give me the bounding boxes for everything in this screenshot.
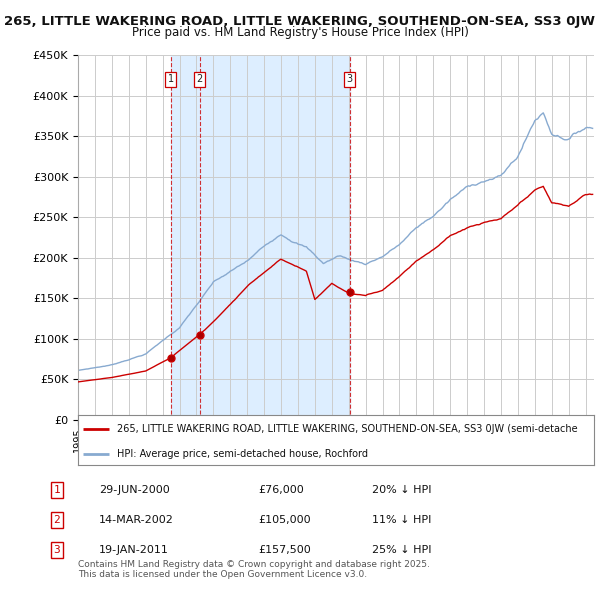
Text: Price paid vs. HM Land Registry's House Price Index (HPI): Price paid vs. HM Land Registry's House … bbox=[131, 26, 469, 39]
Text: 265, LITTLE WAKERING ROAD, LITTLE WAKERING, SOUTHEND-ON-SEA, SS3 0JW (semi-detac: 265, LITTLE WAKERING ROAD, LITTLE WAKERI… bbox=[116, 424, 577, 434]
Text: £157,500: £157,500 bbox=[258, 545, 311, 555]
Text: £105,000: £105,000 bbox=[258, 515, 311, 525]
Text: 1: 1 bbox=[53, 485, 61, 495]
Text: 11% ↓ HPI: 11% ↓ HPI bbox=[372, 515, 431, 525]
Text: 19-JAN-2011: 19-JAN-2011 bbox=[99, 545, 169, 555]
Text: 2: 2 bbox=[197, 74, 203, 84]
Text: 1: 1 bbox=[168, 74, 174, 84]
Text: £76,000: £76,000 bbox=[258, 485, 304, 495]
Text: Contains HM Land Registry data © Crown copyright and database right 2025.
This d: Contains HM Land Registry data © Crown c… bbox=[78, 560, 430, 579]
Text: 265, LITTLE WAKERING ROAD, LITTLE WAKERING, SOUTHEND-ON-SEA, SS3 0JW: 265, LITTLE WAKERING ROAD, LITTLE WAKERI… bbox=[5, 15, 595, 28]
Text: 3: 3 bbox=[346, 74, 353, 84]
Text: 25% ↓ HPI: 25% ↓ HPI bbox=[372, 545, 431, 555]
Text: 3: 3 bbox=[53, 545, 61, 555]
Bar bbox=[171, 55, 350, 420]
Text: 29-JUN-2000: 29-JUN-2000 bbox=[99, 485, 170, 495]
Text: 14-MAR-2002: 14-MAR-2002 bbox=[99, 515, 174, 525]
Text: 2: 2 bbox=[53, 515, 61, 525]
Text: 20% ↓ HPI: 20% ↓ HPI bbox=[372, 485, 431, 495]
Text: HPI: Average price, semi-detached house, Rochford: HPI: Average price, semi-detached house,… bbox=[116, 449, 368, 459]
